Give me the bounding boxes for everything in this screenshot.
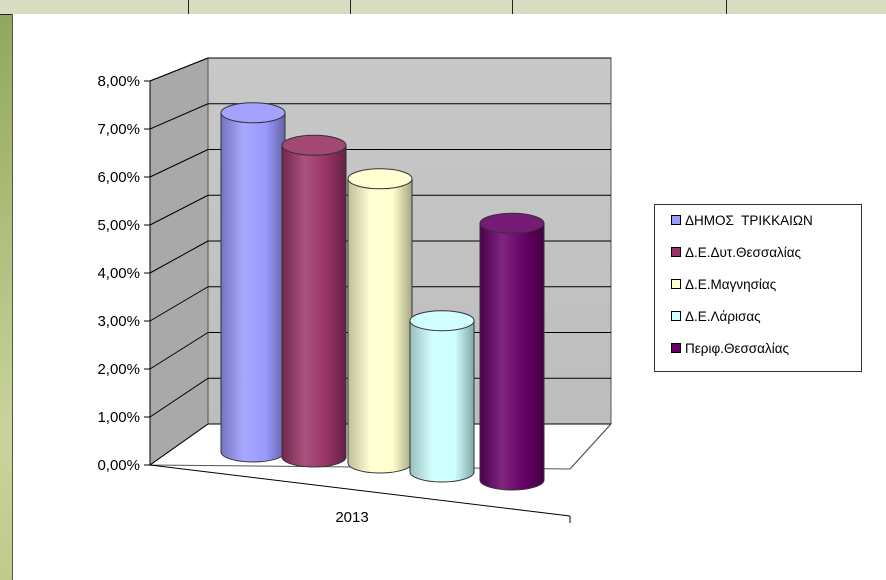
y-tick-label: 1,00% (97, 409, 140, 426)
floor-right-edge (569, 423, 612, 470)
gridline-side (149, 194, 209, 226)
gridline-side (149, 377, 209, 418)
y-tick-label: 2,00% (97, 361, 140, 378)
legend-swatch (671, 215, 681, 225)
chart-legend: ΔΗΜΟΣ ΤΡΙΚΚΑΙΩΝ Δ.Ε.Δυτ.Θεσσαλίας Δ.Ε.Μαγν… (654, 204, 862, 372)
bar-cylinder (479, 222, 545, 491)
legend-swatch (671, 311, 681, 321)
legend-item: Περιφ.Θεσσαλίας (671, 339, 789, 357)
legend-label: Περιφ.Θεσσαλίας (685, 340, 789, 356)
bar-cylinder (409, 320, 475, 483)
legend-label: ΔΗΜΟΣ ΤΡΙΚΚΑΙΩΝ (685, 212, 813, 228)
bar-cylinder (281, 144, 347, 468)
bar-cylinder (220, 112, 286, 463)
bar-cylinder-top (409, 310, 475, 332)
legend-item: ΔΗΜΟΣ ΤΡΙΚΚΑΙΩΝ (671, 211, 813, 229)
bar-cylinder-top (347, 168, 413, 190)
legend-swatch (671, 279, 681, 289)
y-tick-label: 4,00% (97, 265, 140, 282)
legend-item: Δ.Ε.Δυτ.Θεσσαλίας (671, 243, 801, 261)
y-tick-label: 5,00% (97, 217, 140, 234)
y-tick-label: 0,00% (97, 457, 140, 474)
gridline-side (149, 240, 209, 274)
legend-swatch (671, 247, 681, 257)
strip-divider (512, 0, 513, 14)
legend-item: Δ.Ε.Μαγνησίας (671, 275, 776, 293)
x-axis (149, 464, 571, 517)
bar-cylinder-top (220, 102, 286, 124)
strip-divider (188, 0, 189, 14)
gridline-side (149, 103, 209, 130)
legend-label: Δ.Ε.Μαγνησίας (685, 276, 777, 292)
gridline-side (149, 423, 209, 466)
legend-label: Δ.Ε.Δυτ.Θεσσαλίας (685, 244, 802, 260)
legend-item: Δ.Ε.Λάρισας (671, 307, 761, 325)
y-tick-label: 7,00% (97, 121, 140, 138)
bar-cylinder-top (479, 212, 545, 234)
legend-label: Δ.Ε.Λάρισας (685, 308, 761, 324)
side-wall (149, 57, 209, 466)
strip-divider (726, 0, 727, 14)
gridline-side (149, 332, 209, 370)
gridline-side (149, 57, 209, 82)
legend-swatch (671, 343, 681, 353)
bar-cylinder (347, 178, 413, 474)
y-tick-label: 3,00% (97, 313, 140, 330)
x-tick-label: 2013 (335, 509, 368, 526)
gridline-side (149, 149, 209, 178)
strip-divider (350, 0, 351, 14)
y-tick-label: 6,00% (97, 169, 140, 186)
gridline-side (149, 286, 209, 322)
bar-cylinder-top (281, 134, 347, 156)
y-tick-label: 8,00% (97, 73, 140, 90)
